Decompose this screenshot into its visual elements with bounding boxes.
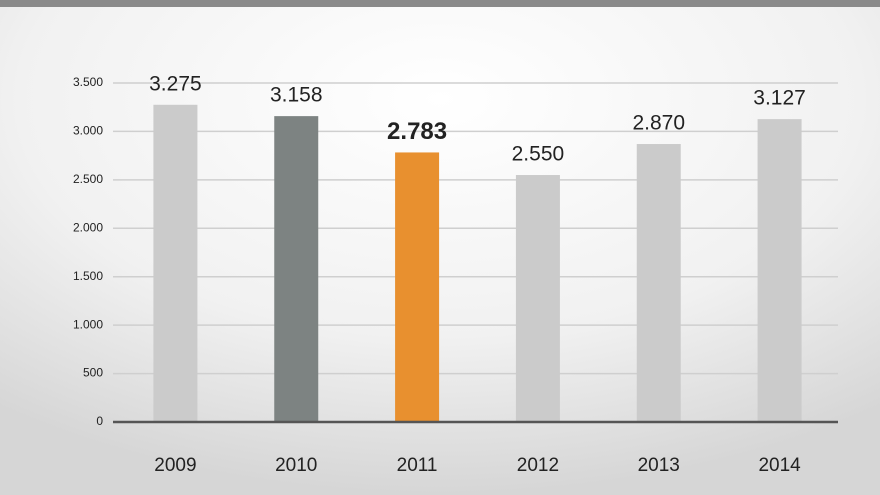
x-tick-label: 2009: [154, 455, 196, 476]
value-label: 3.127: [753, 87, 806, 110]
bar: [274, 116, 319, 422]
x-tick-label: 2011: [397, 455, 438, 476]
bar: [395, 152, 440, 422]
x-tick-label: 2013: [638, 455, 680, 476]
value-label: 3.158: [270, 84, 323, 107]
y-tick-label: 1.500: [73, 269, 103, 283]
y-tick-label: 3.000: [73, 124, 103, 138]
y-tick-label: 2.000: [73, 220, 103, 234]
y-tick-label: 0: [96, 414, 103, 428]
y-tick-label: 1.000: [73, 317, 103, 331]
bar: [515, 175, 560, 422]
x-tick-label: 2012: [517, 455, 559, 476]
value-label: 2.783: [387, 118, 447, 145]
y-tick-label: 3.500: [73, 75, 103, 89]
top-band: [0, 0, 880, 7]
y-tick-label: 2.500: [73, 172, 103, 186]
bar: [153, 104, 198, 423]
value-label: 3.275: [149, 72, 202, 95]
x-tick-label: 2010: [275, 455, 317, 476]
value-label: 2.870: [632, 112, 685, 135]
x-tick-label: 2014: [758, 455, 801, 476]
bar: [757, 119, 802, 422]
bar: [636, 144, 681, 422]
y-tick-label: 500: [83, 366, 103, 380]
value-label: 2.550: [512, 143, 565, 166]
